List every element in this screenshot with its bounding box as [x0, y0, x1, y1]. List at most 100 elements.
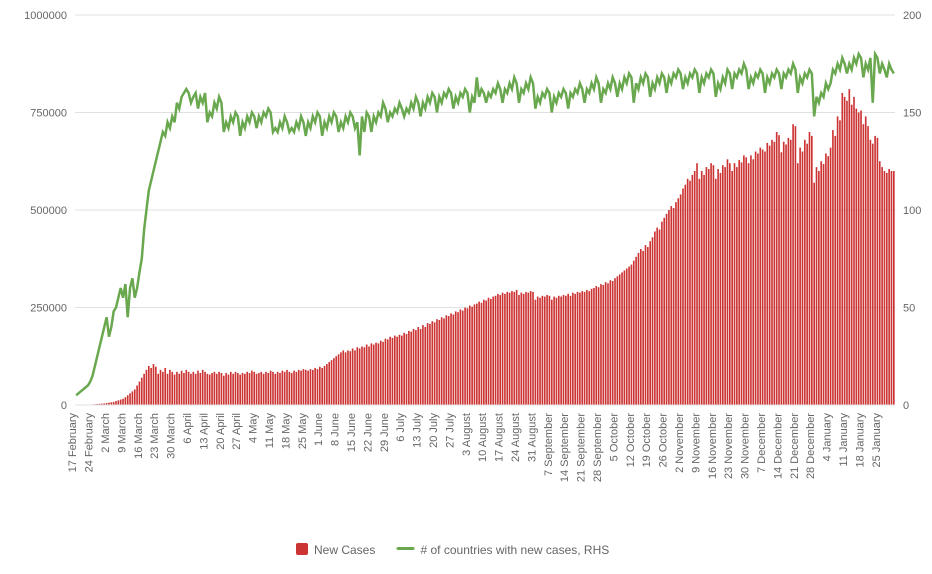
bar: [858, 113, 860, 406]
bar: [785, 144, 787, 405]
bar: [640, 249, 642, 405]
bar: [809, 132, 811, 405]
x-tick-label: 6 April: [182, 413, 194, 444]
bar: [563, 295, 565, 405]
bar: [499, 295, 501, 405]
bar: [139, 382, 141, 405]
bar: [752, 159, 754, 405]
bar: [677, 198, 679, 405]
bar: [797, 163, 799, 405]
bar: [364, 347, 366, 405]
bar: [790, 140, 792, 405]
bar: [825, 153, 827, 405]
bar: [354, 350, 356, 405]
bar: [422, 325, 424, 405]
x-tick-label: 29 June: [379, 413, 391, 452]
bar: [816, 167, 818, 405]
y-left-tick-label: 250000: [30, 303, 67, 315]
bar: [867, 126, 869, 405]
bar: [731, 171, 733, 405]
bar: [460, 309, 462, 405]
combo-chart: 0250000500000750000100000005010015020017…: [0, 0, 932, 574]
bar: [689, 181, 691, 405]
bar: [574, 294, 576, 405]
bar: [509, 293, 511, 405]
x-tick-label: 20 April: [215, 413, 227, 450]
bar: [687, 179, 689, 405]
bar: [656, 228, 658, 405]
bar: [424, 327, 426, 405]
bar: [788, 138, 790, 405]
bar: [799, 148, 801, 405]
bar: [286, 370, 288, 405]
bar: [195, 374, 197, 405]
bar: [249, 373, 251, 405]
bar: [317, 369, 319, 405]
bar: [207, 374, 209, 405]
bar: [783, 142, 785, 405]
x-tick-label: 26 October: [658, 413, 670, 468]
x-tick-label: 16 November: [707, 413, 719, 479]
bar: [331, 360, 333, 405]
bar: [663, 218, 665, 405]
bar: [834, 136, 836, 405]
bar: [888, 169, 890, 405]
bar: [870, 140, 872, 405]
bar: [745, 157, 747, 405]
bar: [750, 155, 752, 405]
bar: [176, 372, 178, 405]
bar: [134, 389, 136, 405]
x-tick-label: 14 December: [772, 413, 784, 479]
y-left-tick-label: 1000000: [24, 10, 67, 22]
bar: [380, 341, 382, 405]
bar: [654, 231, 656, 405]
bar: [209, 375, 211, 405]
bar: [696, 163, 698, 405]
bar: [841, 93, 843, 405]
bar: [856, 109, 858, 405]
x-tick-label: 25 May: [297, 413, 309, 450]
bar: [813, 183, 815, 405]
bar: [476, 304, 478, 405]
x-tick-label: 30 November: [740, 413, 752, 479]
y-left-tick-label: 500000: [30, 205, 67, 217]
bar: [260, 372, 262, 405]
bar: [338, 354, 340, 405]
bar: [274, 374, 276, 405]
bar: [891, 171, 893, 405]
bar: [865, 116, 867, 405]
bar: [157, 374, 159, 405]
bar: [368, 347, 370, 406]
bar: [539, 298, 541, 405]
bar: [120, 400, 122, 405]
legend-swatch: [397, 547, 415, 550]
bar: [806, 144, 808, 405]
bar: [537, 297, 539, 405]
bar: [328, 362, 330, 405]
bar: [485, 300, 487, 405]
y-right-tick-label: 150: [903, 108, 921, 120]
bar: [417, 327, 419, 405]
x-tick-label: 1 June: [313, 413, 325, 446]
bar: [804, 140, 806, 405]
bar: [724, 167, 726, 405]
x-tick-label: 9 November: [690, 413, 702, 473]
bar: [118, 400, 120, 405]
x-tick-label: 4 May: [248, 413, 260, 443]
bar: [192, 372, 194, 405]
bar: [394, 336, 396, 405]
bar: [757, 153, 759, 405]
bar: [347, 350, 349, 405]
bar: [415, 330, 417, 405]
bar: [863, 124, 865, 405]
bar: [352, 348, 354, 405]
bar: [298, 370, 300, 405]
bar: [530, 291, 532, 405]
bar: [253, 372, 255, 405]
bar: [837, 116, 839, 405]
bar: [478, 302, 480, 405]
bar: [680, 194, 682, 405]
bar: [893, 171, 895, 405]
bar: [167, 374, 169, 405]
bar: [373, 345, 375, 405]
